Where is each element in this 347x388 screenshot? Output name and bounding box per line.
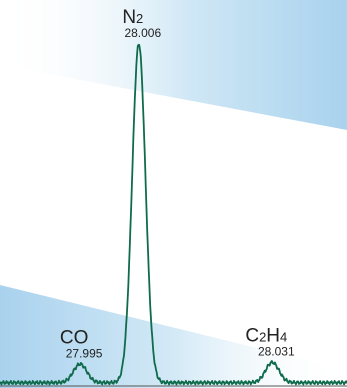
peak-mass-label: 28.006 — [124, 26, 161, 40]
peak-species-label: N2 — [122, 7, 143, 28]
peak-mass-label: 28.031 — [258, 345, 295, 359]
peak-mass-label: 27.995 — [66, 346, 103, 360]
peak-species-label: C2H4 — [245, 326, 287, 347]
background-band-upper — [0, 0, 347, 130]
spectrum-line — [0, 43, 347, 386]
background-band-lower — [0, 285, 347, 388]
peak-species-label: CO — [60, 327, 89, 348]
